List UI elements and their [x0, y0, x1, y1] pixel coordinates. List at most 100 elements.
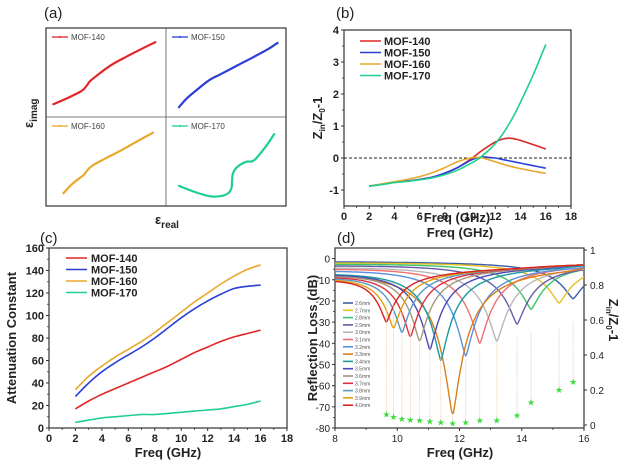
star-marker: ★: [437, 417, 445, 427]
legend-marker: [179, 125, 181, 127]
top-axis-title: Freq (GHz): [427, 225, 493, 240]
y-tick-label: -40: [316, 339, 331, 350]
y-tick-label: 120: [26, 288, 44, 300]
panel-d: 8 10 12 14 160-10-20-30-40-50-60-70-80 00.20.…: [305, 225, 621, 460]
plot-frame: [343, 29, 572, 207]
legend-item-mof-170: MOF-170: [172, 122, 225, 131]
y2-axis-label-sub: 0: [604, 325, 613, 330]
x-tick-label: 10: [464, 211, 476, 223]
x-tick-label: 14: [228, 433, 241, 445]
star-marker: ★: [527, 397, 535, 407]
x-axis-label: Freq (GHz): [427, 445, 493, 460]
x-tick-label: 2: [72, 433, 78, 445]
legend-item-mof-150: MOF-150: [66, 265, 137, 277]
legend-label: 3.5mm: [355, 367, 370, 373]
series-line-mof-160: [369, 156, 546, 187]
y-tick-label: -1: [329, 185, 339, 197]
legend-label: MOF-160: [91, 276, 137, 288]
legend-item-mof-160: MOF-160: [360, 59, 430, 71]
y-tick-label: 60: [32, 356, 44, 368]
legend-label: 2.8mm: [355, 316, 370, 322]
legend-item-mof-150: MOF-150: [172, 33, 225, 42]
legend-label: MOF-150: [91, 265, 137, 277]
x-axis-label: εreal: [155, 212, 179, 231]
y-tick-label: 160: [26, 243, 44, 255]
legend-label: MOF-170: [191, 122, 225, 131]
y2-tick-label: 0.8: [590, 281, 604, 292]
x-tick-label: 18: [565, 211, 577, 223]
rl-curve-3.2mm: [335, 266, 584, 357]
series-line-mof-150: [177, 41, 279, 109]
legend-item-mof-140: MOF-140: [360, 36, 430, 48]
legend-item-3.4mm: 3.4mm: [343, 359, 370, 365]
star-marker: ★: [416, 416, 424, 426]
legend-item-2.7mm: 2.7mm: [343, 308, 370, 314]
series-line-mof-150: [74, 284, 261, 398]
rl-curve-2.7mm: [335, 262, 584, 304]
x-tick-label: 0: [46, 433, 52, 445]
rl-curve-4.0mm: [335, 264, 584, 323]
legend-item-mof-150: MOF-150: [360, 48, 430, 60]
y2-tick-label: 0.6: [590, 316, 604, 327]
y-axis-label: εimag: [21, 98, 40, 128]
y-tick-label: 100: [26, 311, 44, 323]
star-marker: ★: [389, 412, 397, 422]
series-line-mof-170: [369, 44, 547, 187]
y2-axis-label-sub: in: [604, 307, 613, 314]
legend-label: 3.0mm: [355, 330, 370, 336]
panel-b: 0 2 4 6 8 10 12 14 16 18-101234MOF-140MOF-150MOF-…: [310, 25, 577, 225]
legend-label: MOF-140: [91, 253, 137, 265]
legend-item-2.6mm: 2.6mm: [343, 301, 370, 307]
legend-item-3.9mm: 3.9mm: [343, 396, 370, 402]
panel-label-a: (a): [44, 5, 62, 22]
x-tick-label: 12: [454, 434, 466, 445]
legend-item-2.8mm: 2.8mm: [343, 316, 370, 322]
plot-frame: [48, 247, 288, 429]
x-tick-label: 16: [540, 211, 552, 223]
series-line-mof-160: [74, 264, 261, 391]
legend-label: MOF-170: [384, 71, 430, 83]
legend-item-3.2mm: 3.2mm: [343, 345, 370, 351]
x-tick-label: 8: [442, 211, 448, 223]
y-tick-label: -10: [316, 276, 331, 287]
legend-label: MOF-160: [384, 59, 430, 71]
legend-label: 4.0mm: [355, 403, 370, 409]
y2-axis-label-end: -1: [606, 330, 621, 342]
star-marker: ★: [449, 418, 457, 428]
legend-item-mof-160: MOF-160: [52, 122, 105, 131]
star-marker: ★: [493, 416, 501, 426]
legend-item-3.5mm: 3.5mm: [343, 367, 370, 373]
rl-curve-3.0mm: [335, 267, 584, 342]
legend-item-4.0mm: 4.0mm: [343, 403, 370, 409]
legend-label: 2.7mm: [355, 308, 370, 314]
x-tick-label: 6: [417, 211, 423, 223]
x-tick-label: 10: [175, 433, 187, 445]
y2-tick-label: 0: [590, 421, 596, 432]
star-marker: ★: [398, 414, 406, 424]
panel-label-b: (b): [336, 5, 354, 22]
legend-label: MOF-160: [71, 122, 105, 131]
panel-label-c: (c): [40, 230, 58, 247]
y-tick-label: -70: [316, 403, 331, 414]
series-line-mof-140: [52, 41, 157, 106]
y-tick-label: -80: [316, 424, 331, 435]
legend-label: 3.6mm: [355, 374, 370, 380]
y-tick-label: -20: [316, 297, 331, 308]
rl-curve-3.4mm: [335, 265, 584, 361]
series-line-mof-170: [75, 400, 261, 424]
y-tick-label: 4: [333, 25, 340, 37]
x-axis-label-sub: real: [161, 220, 179, 231]
x-tick-label: 4: [391, 211, 398, 223]
legend-item-mof-170: MOF-170: [66, 288, 137, 300]
x-tick-label: 14: [516, 434, 528, 445]
y-tick-label: 3: [333, 57, 339, 69]
x-tick-label: 4: [99, 433, 106, 445]
star-marker: ★: [476, 416, 484, 426]
legend-marker: [59, 36, 61, 38]
x-tick-label: 10: [392, 434, 404, 445]
panel-label-d: (d): [337, 230, 355, 247]
y-tick-label: 2: [333, 89, 339, 101]
series-line-mof-160: [62, 131, 155, 195]
x-tick-label: 14: [514, 211, 527, 223]
